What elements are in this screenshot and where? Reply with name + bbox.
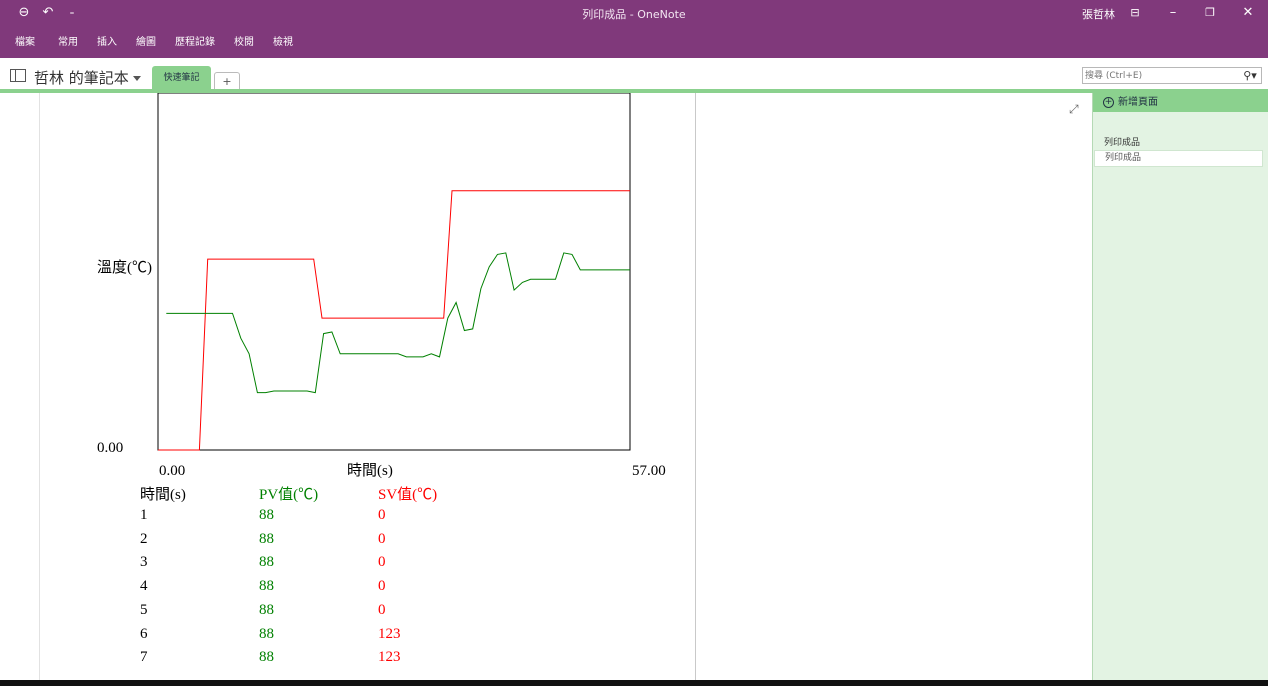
page-list-section-title: 列印成品 [1104, 138, 1141, 148]
page-list-panel: + 新增頁面 列印成品 列印成品 [1092, 93, 1268, 686]
ribbon-display-icon[interactable]: ⊟ [1130, 6, 1140, 19]
user-name[interactable]: 張哲林 [1082, 8, 1115, 21]
menu-review[interactable]: 校閱 [234, 37, 254, 48]
table-cell-sv: 0 [378, 531, 386, 547]
close-icon[interactable]: ✕ [1242, 5, 1254, 20]
table-cell-pv: 88 [259, 649, 274, 665]
back-icon[interactable]: ⊖ [18, 5, 30, 20]
minimize-icon[interactable]: – [1169, 5, 1177, 20]
table-cell-pv: 88 [259, 507, 274, 523]
table-cell-time: 1 [140, 507, 148, 523]
table-cell-time: 2 [140, 531, 148, 547]
table-cell-sv: 123 [378, 649, 401, 665]
menu-view[interactable]: 檢視 [273, 37, 293, 48]
table-cell-sv: 0 [378, 507, 386, 523]
table-cell-sv: 0 [378, 554, 386, 570]
table-cell-pv: 88 [259, 578, 274, 594]
menu-home[interactable]: 常用 [58, 37, 78, 48]
table-cell-time: 3 [140, 554, 148, 570]
window-title: 列印成品 - OneNote [582, 8, 686, 21]
table-cell-time: 7 [140, 649, 148, 665]
title-bar: ⊖ ↶ ₌ 列印成品 - OneNote 張哲林 ⊟ – ❐ ✕ 檔案 常用 插… [0, 0, 1268, 58]
plot-frame [157, 93, 631, 451]
table-cell-sv: 0 [378, 602, 386, 618]
tab-quick-notes[interactable]: 快速筆記 [152, 66, 211, 90]
x-axis-label: 時間(s) [347, 462, 393, 479]
search-box: ⚲▾ [1082, 67, 1262, 84]
add-section-button[interactable]: + [214, 72, 240, 90]
notebook-name[interactable]: 哲林 的筆記本 [34, 69, 129, 87]
table-cell-pv: 88 [259, 531, 274, 547]
undo-icon[interactable]: ↶ [42, 5, 54, 20]
table-cell-pv: 88 [259, 554, 274, 570]
y-tick-min: 0.00 [97, 440, 123, 456]
y-axis-label: 溫度(℃) [97, 259, 152, 276]
search-input[interactable] [1085, 68, 1235, 83]
taskbar-strip [0, 680, 1268, 686]
x-tick-max: 57.00 [632, 463, 666, 479]
series-line-pv [166, 252, 630, 394]
chevron-down-icon[interactable] [133, 76, 141, 81]
chart: 溫度(℃) 0.00 0.00 時間(s) 57.00 [97, 93, 666, 479]
expand-icon[interactable]: ⤢ [1069, 102, 1079, 116]
table-header-time: 時間(s) [140, 487, 186, 503]
add-page-button[interactable]: + 新增頁面 [1093, 93, 1268, 112]
menu-file[interactable]: 檔案 [15, 37, 35, 48]
add-circle-icon: + [1103, 97, 1114, 108]
table-cell-sv: 123 [378, 626, 401, 642]
search-icon[interactable]: ⚲▾ [1243, 69, 1257, 82]
table-header-sv: SV值(℃) [378, 487, 438, 503]
x-tick-min: 0.00 [159, 463, 185, 479]
notebook-icon[interactable] [10, 69, 26, 82]
table-cell-sv: 0 [378, 578, 386, 594]
restore-icon[interactable]: ❐ [1205, 6, 1215, 19]
table-cell-pv: 88 [259, 602, 274, 618]
page-canvas[interactable] [0, 93, 1092, 686]
quick-access-dropdown-icon[interactable]: ₌ [69, 8, 75, 18]
menu-draw[interactable]: 繪圖 [136, 37, 156, 48]
table-cell-pv: 88 [259, 626, 274, 642]
series-line-sv [158, 190, 630, 451]
page-divider-line [695, 93, 696, 686]
table-cell-time: 4 [140, 578, 148, 594]
add-page-label: 新增頁面 [1118, 97, 1158, 108]
table-header-pv: PV值(℃) [259, 487, 319, 503]
notebook-bar: 哲林 的筆記本 快速筆記 + ⚲▾ [0, 58, 1268, 90]
page-margin-line [39, 93, 40, 686]
table-cell-time: 6 [140, 626, 148, 642]
section-color-bar [0, 89, 1268, 93]
page-list-item[interactable]: 列印成品 [1094, 150, 1263, 167]
table-cell-time: 5 [140, 602, 148, 618]
menu-insert[interactable]: 插入 [97, 37, 117, 48]
menu-history[interactable]: 歷程記錄 [175, 37, 215, 48]
